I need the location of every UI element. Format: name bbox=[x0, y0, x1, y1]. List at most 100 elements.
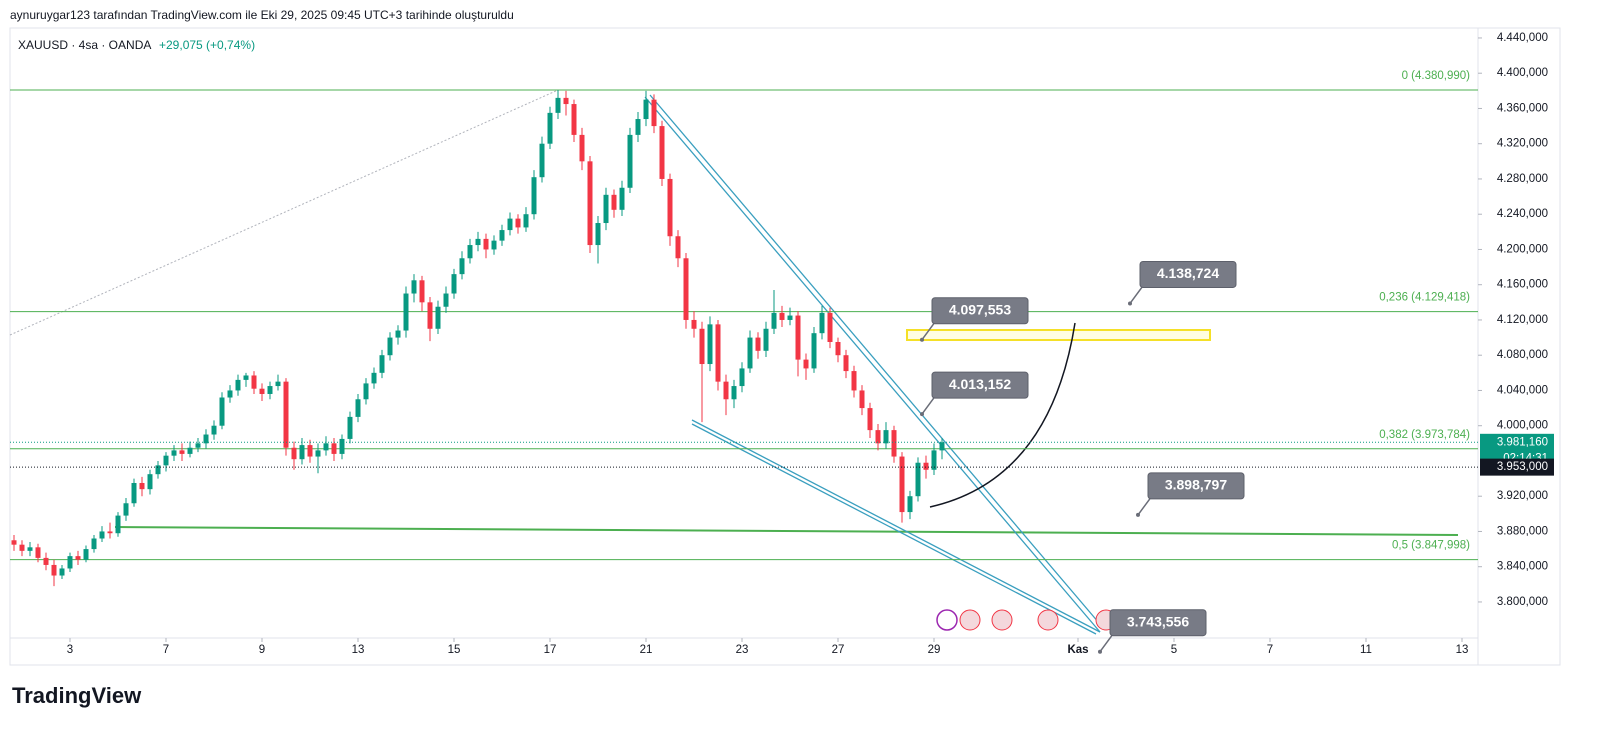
callout-box bbox=[1109, 609, 1207, 637]
candle-body bbox=[27, 547, 33, 551]
callout-box bbox=[1147, 472, 1245, 500]
candle-body bbox=[683, 258, 689, 320]
candle-body bbox=[219, 397, 225, 426]
logo: TradingView bbox=[12, 683, 142, 708]
candle-body bbox=[363, 383, 369, 400]
candle-body bbox=[771, 312, 777, 329]
x-tick-label: 23 bbox=[736, 644, 749, 656]
x-tick-label: 7 bbox=[1267, 644, 1273, 656]
x-tick-label: Kas bbox=[1067, 644, 1088, 656]
callout-box bbox=[931, 371, 1029, 399]
candle-body bbox=[107, 531, 113, 534]
candle-body bbox=[747, 337, 753, 369]
candle-body bbox=[195, 443, 201, 448]
candle-body bbox=[347, 416, 353, 439]
candle-body bbox=[547, 112, 553, 144]
candle-body bbox=[331, 443, 337, 454]
wedge bbox=[644, 94, 1106, 635]
candle-body bbox=[339, 438, 345, 454]
candle-body bbox=[723, 381, 729, 400]
candle-body bbox=[851, 371, 857, 391]
candle-body bbox=[379, 355, 385, 373]
candle-body bbox=[867, 408, 873, 431]
candle-body bbox=[19, 544, 25, 551]
candle-body bbox=[555, 97, 561, 113]
price-tag bbox=[1480, 458, 1554, 476]
y-tick-label: 4.360,000 bbox=[1497, 102, 1548, 114]
candle-body bbox=[827, 312, 833, 342]
candle-body bbox=[691, 319, 697, 329]
price-tag-label: 3.981,160 bbox=[1497, 436, 1548, 448]
y-tick-label: 4.400,000 bbox=[1497, 67, 1548, 79]
candle-body bbox=[299, 445, 305, 460]
candle-body bbox=[259, 388, 265, 394]
candle-body bbox=[243, 375, 249, 380]
candle-body bbox=[211, 425, 217, 435]
chart-frame bbox=[9, 27, 1561, 666]
x-tick-label: 11 bbox=[1360, 644, 1372, 656]
candle-body bbox=[707, 324, 713, 365]
candle-body bbox=[563, 97, 569, 105]
symbol: XAUUSD · 4sa · OANDA bbox=[18, 38, 151, 52]
y-tick-label: 4.240,000 bbox=[1497, 208, 1548, 220]
candle-body bbox=[819, 312, 825, 334]
candle-body bbox=[755, 337, 761, 351]
callout-label: 4.013,152 bbox=[949, 376, 1011, 392]
candle-body bbox=[483, 238, 489, 250]
candle-body bbox=[291, 447, 297, 460]
candle-body bbox=[11, 540, 17, 545]
candle-body bbox=[155, 465, 161, 475]
candle-body bbox=[419, 280, 425, 303]
candle-body bbox=[699, 328, 705, 365]
y-tick-label: 4.200,000 bbox=[1497, 243, 1548, 255]
candle-body bbox=[171, 450, 177, 456]
candle-body bbox=[787, 315, 793, 320]
candle-body bbox=[283, 381, 289, 448]
candle-body bbox=[235, 379, 241, 391]
candle-body bbox=[531, 177, 537, 215]
candle-body bbox=[779, 312, 785, 320]
candle-body bbox=[579, 134, 585, 162]
candle-body bbox=[267, 386, 273, 394]
candle-body bbox=[875, 430, 881, 444]
candle-body bbox=[203, 434, 209, 444]
candle-body bbox=[675, 236, 681, 259]
candle-body bbox=[539, 143, 545, 178]
fib-label: 0,382 (3.973,784) bbox=[1379, 429, 1470, 441]
candle-body bbox=[395, 330, 401, 338]
candle-body bbox=[51, 564, 57, 576]
fib-label: 0,236 (4.129,418) bbox=[1379, 292, 1470, 304]
callout-point bbox=[1128, 301, 1132, 306]
candle-body bbox=[435, 306, 441, 329]
x-tick-label: 27 bbox=[832, 644, 845, 656]
candle-body bbox=[731, 386, 737, 400]
candle-body bbox=[451, 274, 457, 294]
candle-body bbox=[891, 430, 897, 457]
candle-body bbox=[315, 450, 321, 457]
candle-body bbox=[387, 337, 393, 356]
candle-body bbox=[659, 126, 665, 179]
x-tick-label: 9 bbox=[259, 644, 265, 656]
candle-body bbox=[131, 482, 137, 504]
fib-label: 0,5 (3.847,998) bbox=[1392, 540, 1470, 552]
candle-body bbox=[507, 218, 513, 231]
candle-body bbox=[83, 549, 89, 560]
candle-body bbox=[803, 359, 809, 369]
candle-body bbox=[587, 161, 593, 246]
candle-body bbox=[651, 99, 657, 127]
candle-body bbox=[899, 456, 905, 513]
x-tick-label: 17 bbox=[544, 644, 557, 656]
candle-body bbox=[163, 455, 169, 466]
change: +29,075 (+0,74%) bbox=[159, 38, 255, 52]
candle-body bbox=[939, 442, 945, 451]
candle-body bbox=[307, 445, 313, 457]
candle-body bbox=[667, 178, 673, 237]
candle-body bbox=[371, 372, 377, 384]
candle-body bbox=[323, 443, 329, 451]
candle-body bbox=[635, 119, 641, 135]
x-tick-label: 15 bbox=[448, 644, 461, 656]
candle-body bbox=[115, 515, 121, 534]
candle-body bbox=[443, 293, 449, 307]
candle-body bbox=[907, 496, 913, 513]
callout-label: 4.138,724 bbox=[1157, 265, 1219, 281]
